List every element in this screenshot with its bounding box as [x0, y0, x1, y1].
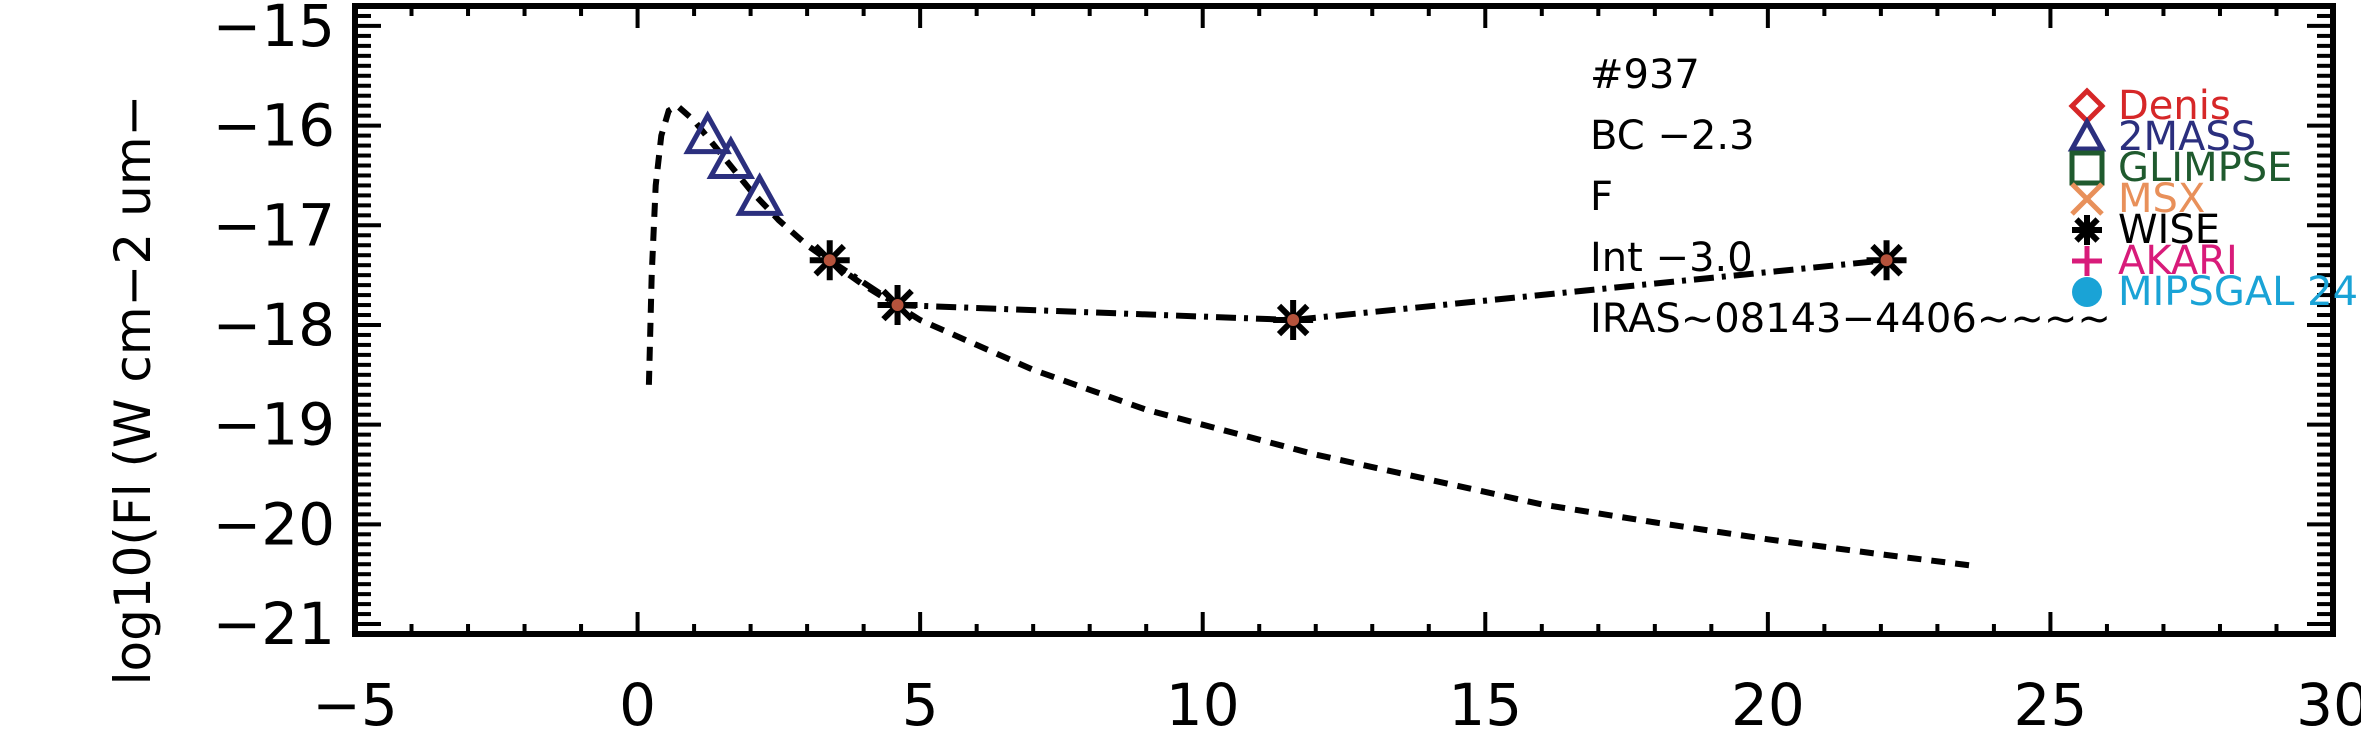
y-tick-labels: −21 −20 −19 −18 −17 −16 −15 [213, 0, 335, 658]
y-tick-label: −17 [213, 191, 335, 259]
annotation-text: Int −3.0 [1590, 235, 1753, 281]
asterisk-marker-stroke [2074, 217, 2100, 243]
wise-point-center [891, 299, 904, 312]
x-tick-labels: −5 0 5 10 15 20 25 30 [312, 671, 2361, 739]
square-marker-shape [2069, 150, 2105, 186]
annotations: #937 BC −2.3 F Int −3.0 IRAS~08143−4406~~~~ [1590, 52, 2111, 342]
y-tick-label: −15 [213, 0, 335, 60]
axis-ticks [353, 4, 2335, 636]
model-lines [645, 102, 1978, 570]
x-tick-label: −5 [312, 671, 398, 739]
x-tick-label: 10 [1166, 671, 1240, 739]
legend-label: WISE [2118, 207, 2220, 253]
triangle-marker-shape [706, 135, 756, 180]
legend-square-icon [2069, 150, 2105, 186]
x-tick-label: 15 [1448, 671, 1522, 739]
x-tick-label: 20 [1731, 671, 1805, 739]
x-marker-stroke [2070, 182, 2104, 216]
legend-label: Denis [2118, 83, 2231, 129]
legend-plus-icon [2072, 246, 2102, 276]
data-markers [683, 110, 1907, 340]
2mass-point [683, 110, 732, 155]
plot-border [352, 3, 2336, 637]
triangle-marker-shape [683, 110, 732, 155]
2mass-point [735, 172, 784, 216]
x-tick-label: 0 [619, 671, 656, 739]
triangle-marker-shape [2067, 116, 2107, 152]
x-tick-label: 30 [2296, 671, 2361, 739]
observed-sed-line [828, 257, 1887, 324]
annotation-text: BC −2.3 [1590, 113, 1755, 159]
annotation-text: #937 [1590, 52, 1700, 98]
wise-point-center [823, 254, 836, 267]
plot-frame [352, 3, 2336, 637]
circle-marker-shape [2072, 277, 2102, 307]
legend-label: 2MASS [2118, 114, 2256, 160]
legend-label: GLIMPSE [2118, 145, 2292, 191]
annotation-text: F [1590, 174, 1613, 220]
diamond-marker-shape [2068, 87, 2106, 125]
legend-circle-icon [2072, 277, 2102, 307]
wise-point-center [1880, 254, 1893, 267]
legend-label: MSX [2118, 176, 2205, 222]
y-tick-label: −16 [213, 92, 335, 160]
legend-label: MIPSGAL 24 [2118, 269, 2358, 315]
y-tick-label: −18 [213, 291, 335, 359]
wise-point-center [1287, 314, 1300, 326]
legend-label: AKARI [2118, 238, 2238, 284]
x-tick-label: 5 [902, 671, 939, 739]
legend-diamond-icon [2068, 87, 2106, 125]
2mass-point [706, 135, 756, 180]
y-axis-label: log10(Fl (W cm−2 um− [104, 95, 162, 686]
legend-asterisk-icon [2072, 215, 2102, 245]
triangle-marker-shape [735, 172, 784, 216]
photosphere-model-line [645, 102, 1978, 570]
y-tick-label: −20 [213, 490, 335, 558]
y-tick-label: −19 [213, 391, 335, 459]
y-tick-label: −21 [213, 590, 335, 658]
legend-triangle-icon [2067, 116, 2107, 152]
annotation-text: IRAS~08143−4406~~~~ [1590, 296, 2111, 342]
legend-x-icon [2070, 182, 2104, 216]
x-tick-label: 25 [2014, 671, 2088, 739]
